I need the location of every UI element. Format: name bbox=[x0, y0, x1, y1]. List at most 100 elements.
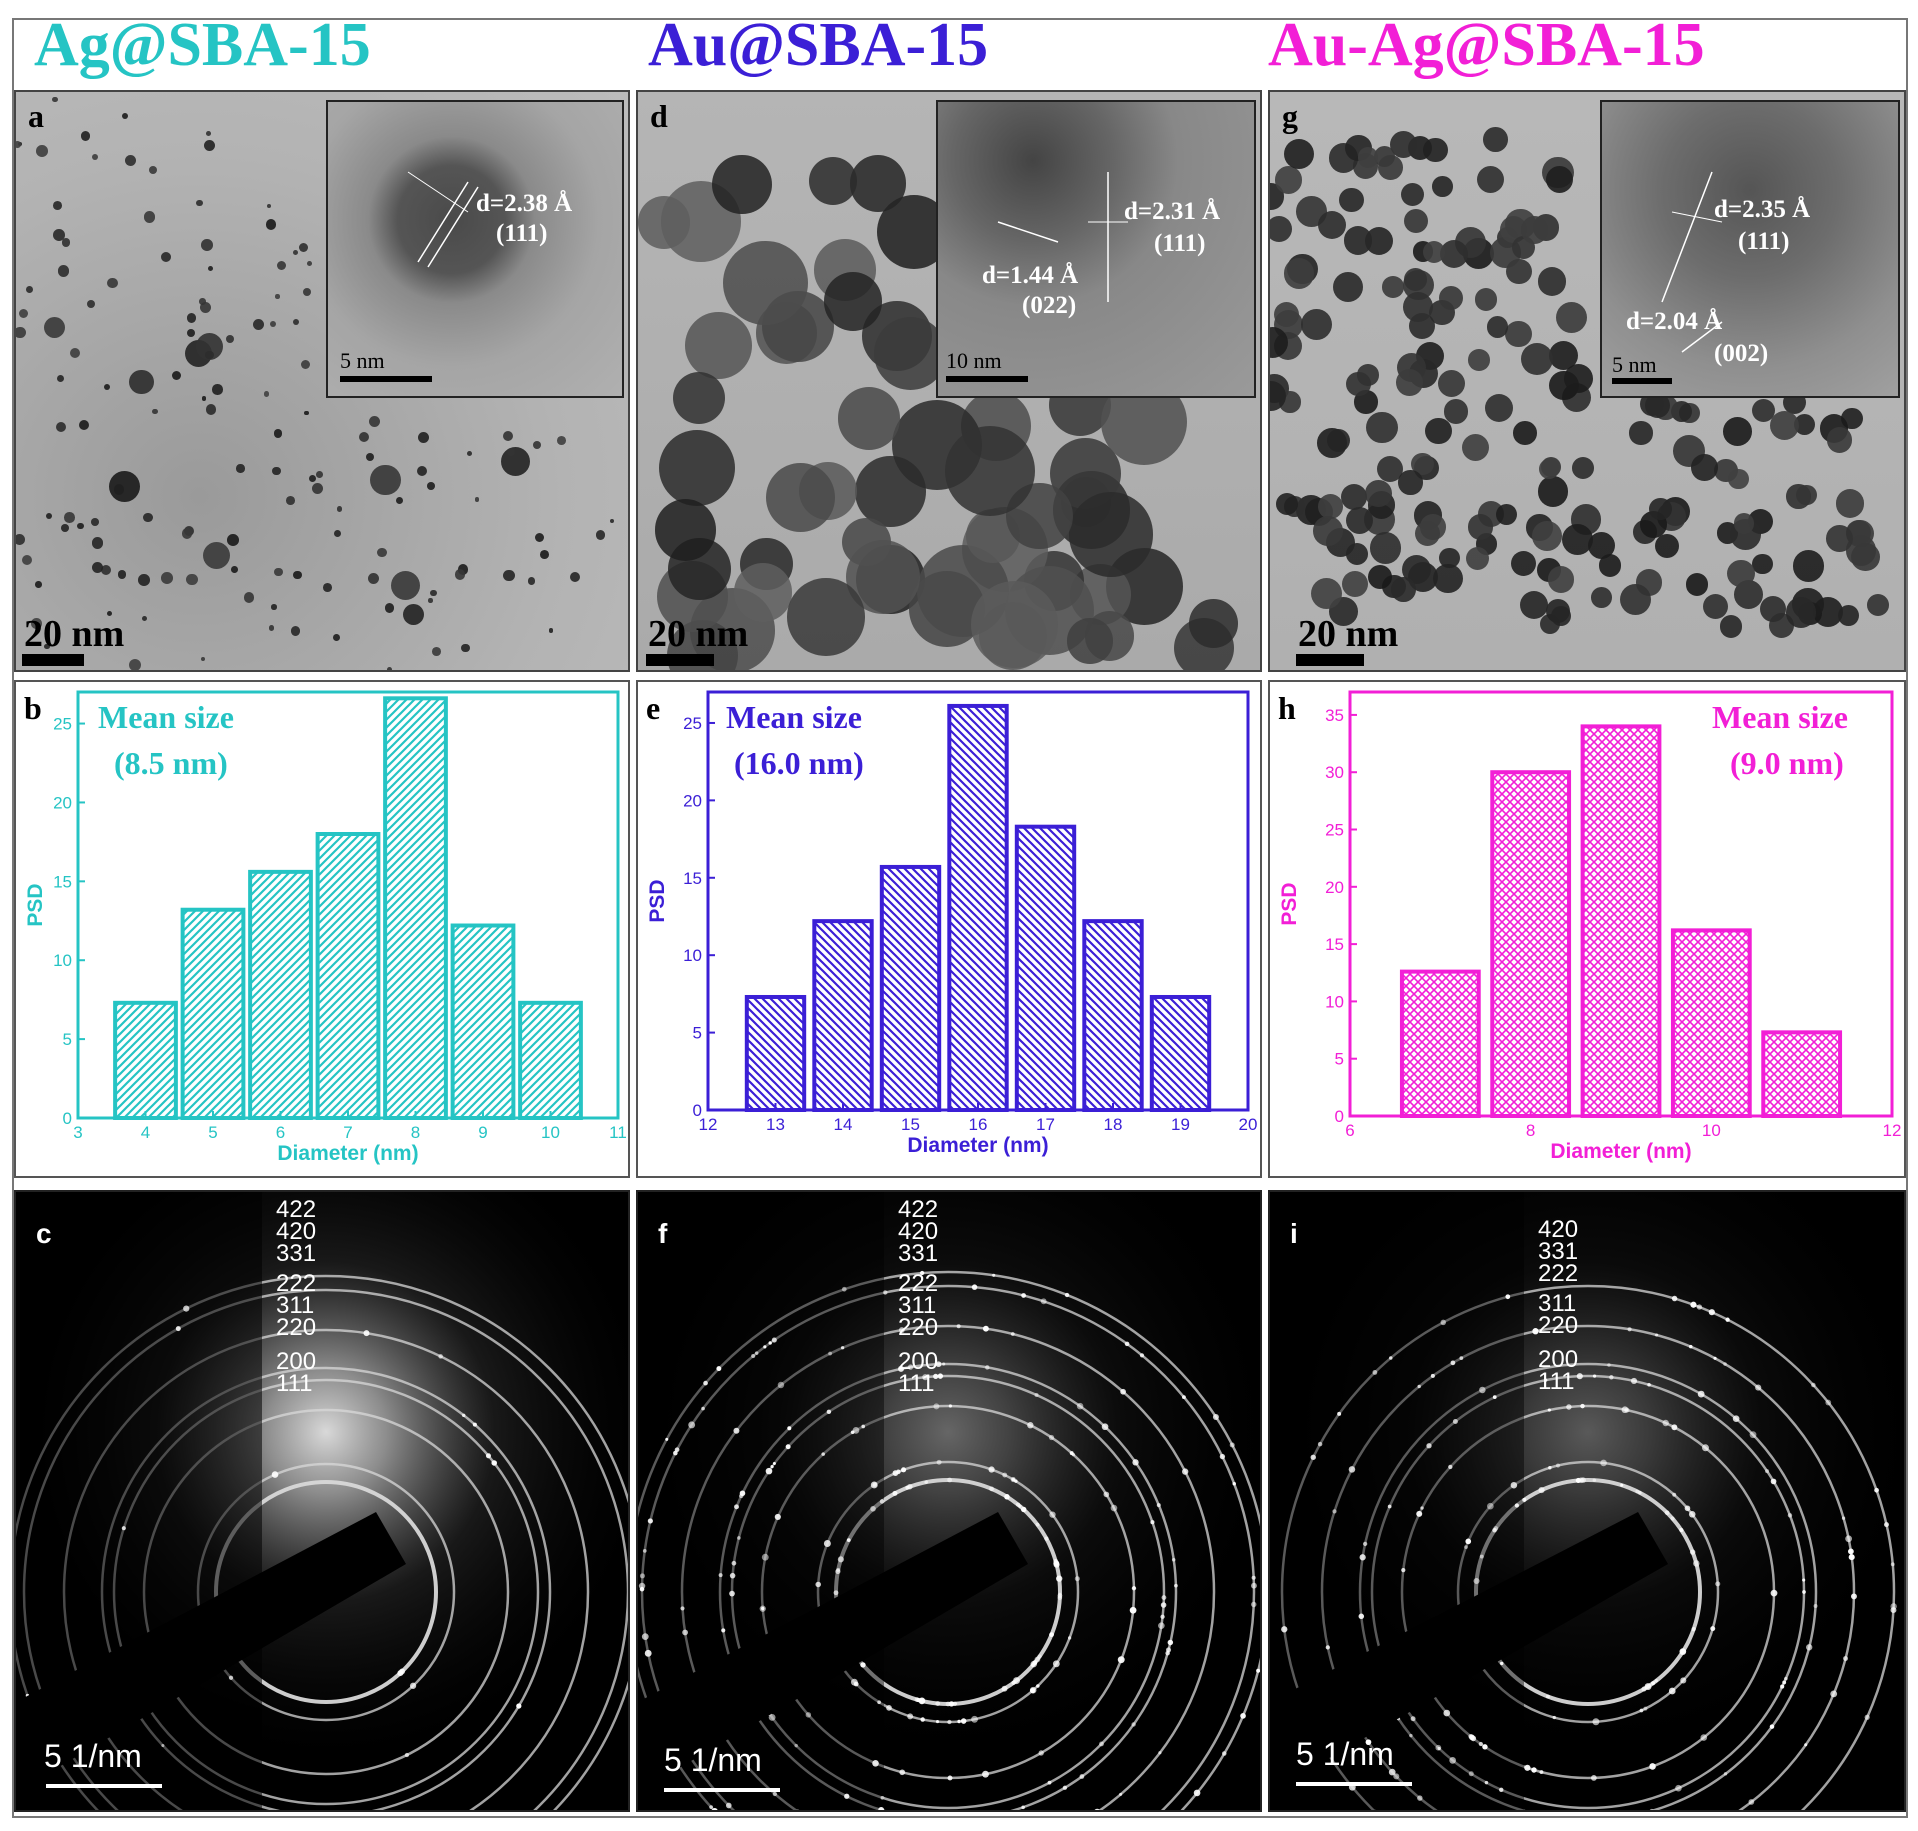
nanoparticle bbox=[1274, 166, 1303, 194]
nanoparticle bbox=[308, 475, 316, 483]
mean-size-title: Mean size bbox=[1712, 699, 1848, 735]
nanoparticle bbox=[231, 566, 238, 573]
nanoparticle bbox=[306, 260, 312, 266]
nanoparticle bbox=[1461, 433, 1490, 462]
diffraction-spot bbox=[1647, 1383, 1651, 1387]
diffraction-spot bbox=[1468, 1771, 1474, 1777]
diffraction-spot bbox=[1132, 1459, 1139, 1466]
nanoparticle bbox=[429, 589, 437, 597]
inset-scale-label: 5 nm bbox=[340, 348, 385, 373]
histogram-bar bbox=[383, 696, 448, 1121]
panel-letter: g bbox=[1282, 98, 1298, 134]
lattice-fringe-marks bbox=[407, 171, 479, 268]
nanoparticle bbox=[298, 242, 308, 252]
nanoparticle bbox=[186, 313, 197, 323]
diffraction-spot bbox=[1110, 1504, 1118, 1512]
diffraction-spot bbox=[1004, 1494, 1010, 1500]
figure-frame bbox=[12, 18, 1908, 1818]
histogram-bar bbox=[248, 869, 313, 1120]
diffraction-spot bbox=[1056, 1575, 1063, 1582]
diffraction-spot bbox=[1021, 1805, 1025, 1810]
diffraction-spot bbox=[1715, 1581, 1721, 1587]
nanoparticle bbox=[367, 572, 380, 585]
diffraction-spot bbox=[1505, 1294, 1511, 1300]
nanoparticle bbox=[107, 610, 113, 617]
mean-size-value: (16.0 nm) bbox=[734, 745, 864, 781]
scale-bar bbox=[1296, 1782, 1412, 1786]
nanoparticle bbox=[403, 604, 425, 626]
nanoparticle bbox=[53, 200, 63, 210]
x-tick-label: 16 bbox=[969, 1115, 988, 1134]
diffraction-spot bbox=[1001, 1685, 1008, 1692]
diffraction-spot bbox=[731, 1560, 737, 1566]
diffraction-spot bbox=[1160, 1614, 1165, 1619]
diffraction-spot bbox=[1426, 1443, 1432, 1449]
nanoparticle bbox=[45, 512, 53, 519]
nanoparticle bbox=[301, 359, 311, 369]
y-tick-label: 15 bbox=[683, 869, 702, 888]
diffraction-spot bbox=[1010, 1477, 1016, 1483]
nanoparticle bbox=[1752, 554, 1773, 575]
diffraction-spot bbox=[992, 1273, 996, 1277]
nanoparticle bbox=[186, 328, 196, 338]
nanoparticle bbox=[358, 431, 370, 443]
hkl-index: 311 bbox=[276, 1292, 315, 1319]
diffraction-spot bbox=[491, 1460, 497, 1466]
nanoparticle bbox=[61, 238, 71, 247]
diffraction-spot bbox=[271, 1471, 279, 1478]
nanoparticle bbox=[1345, 507, 1374, 535]
nanoparticle bbox=[293, 570, 302, 580]
nanoparticle bbox=[1520, 216, 1549, 245]
diffraction-spot bbox=[485, 1453, 492, 1459]
histogram-bar bbox=[113, 1000, 178, 1121]
diffraction-spot bbox=[1124, 1341, 1130, 1347]
nanoparticle bbox=[1411, 452, 1434, 476]
y-tick-label: 5 bbox=[1335, 1050, 1344, 1069]
nanoparticle bbox=[1432, 563, 1463, 594]
diffraction-spot bbox=[1566, 1404, 1572, 1410]
diffraction-spot bbox=[1064, 1292, 1070, 1298]
diffraction-spot bbox=[1076, 1402, 1084, 1410]
diffraction-spot bbox=[1675, 1784, 1682, 1792]
nanoparticle bbox=[535, 532, 545, 542]
diffraction-spot bbox=[751, 1353, 756, 1359]
hkl-index: 422 bbox=[898, 1196, 939, 1223]
diffraction-spot bbox=[1482, 1744, 1488, 1750]
diffraction-spot bbox=[1372, 1369, 1378, 1375]
nanoparticle bbox=[92, 562, 104, 574]
diffraction-spot bbox=[1624, 1407, 1630, 1413]
nanoparticle bbox=[654, 499, 717, 562]
hkl-index: 420 bbox=[1538, 1216, 1579, 1243]
diffraction-spot bbox=[1193, 1789, 1201, 1797]
diffraction-spot bbox=[1748, 1799, 1755, 1805]
histogram-bar bbox=[744, 994, 807, 1113]
nanoparticle bbox=[44, 643, 50, 650]
diffraction-spot bbox=[1450, 1360, 1456, 1366]
nanoparticle bbox=[336, 506, 343, 512]
diffraction-spot bbox=[1047, 1780, 1052, 1785]
nanoparticle bbox=[236, 464, 245, 473]
diffraction-spot bbox=[1804, 1743, 1808, 1747]
y-tick-label: 15 bbox=[53, 872, 72, 891]
nanoparticle bbox=[1796, 484, 1817, 506]
tem-image-au: d=2.31 Å (111) d=1.44 Å (022) 10 nm d 20… bbox=[636, 90, 1262, 672]
nanoparticle bbox=[35, 145, 48, 157]
diffraction-spot bbox=[737, 1536, 741, 1540]
nanoparticle bbox=[265, 219, 277, 230]
nanoparticle bbox=[292, 319, 299, 326]
hkl-index: 200 bbox=[276, 1348, 317, 1375]
diffraction-spot bbox=[1531, 1767, 1537, 1773]
hkl-index: 111 bbox=[898, 1370, 935, 1397]
nanoparticle bbox=[466, 450, 473, 457]
hkl-index: 222 bbox=[1538, 1260, 1579, 1287]
diffraction-spot bbox=[1630, 1377, 1638, 1384]
nanoparticle bbox=[365, 452, 374, 461]
diffraction-spot bbox=[879, 1499, 885, 1504]
mean-size-title: Mean size bbox=[726, 699, 862, 735]
diffraction-spot bbox=[1478, 1741, 1483, 1747]
diffraction-spot bbox=[1437, 1746, 1441, 1751]
diffraction-spot bbox=[761, 1553, 769, 1561]
diffraction-spot bbox=[872, 1760, 879, 1767]
diffraction-spot bbox=[914, 1697, 920, 1703]
nanoparticle bbox=[377, 547, 387, 557]
